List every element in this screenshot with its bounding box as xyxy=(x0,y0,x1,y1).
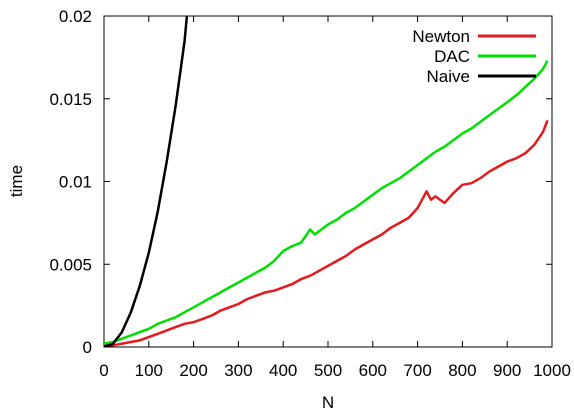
y-axis: 0 0.005 0.01 0.015 0.02 xyxy=(49,7,552,357)
x-tick-label: 300 xyxy=(224,361,252,380)
y-tick-label: 0.02 xyxy=(59,7,92,26)
x-tick-label: 600 xyxy=(359,361,387,380)
y-axis-label: time xyxy=(7,165,26,197)
plot-area xyxy=(103,15,553,348)
x-tick-label: 800 xyxy=(448,361,476,380)
series-line-newton xyxy=(104,119,549,347)
legend-label-dac: DAC xyxy=(434,47,470,66)
x-tick-label: 100 xyxy=(135,361,163,380)
x-tick-label: 1000 xyxy=(533,361,571,380)
series-line-dac xyxy=(104,60,549,345)
x-tick-label: 400 xyxy=(269,361,297,380)
x-axis-label: N xyxy=(322,393,334,412)
series-line-naive xyxy=(104,16,189,347)
x-tick-label: 200 xyxy=(179,361,207,380)
x-tick-label: 700 xyxy=(403,361,431,380)
legend-label-newton: Newton xyxy=(412,27,470,46)
plot-frame xyxy=(103,15,553,348)
legend-label-naive: Naive xyxy=(427,67,470,86)
y-tick-label: 0.015 xyxy=(49,90,92,109)
y-tick-label: 0 xyxy=(83,338,92,357)
y-tick-label: 0.01 xyxy=(59,173,92,192)
x-tick-label: 900 xyxy=(493,361,521,380)
series-lines xyxy=(104,16,549,347)
x-tick-label: 0 xyxy=(99,361,108,380)
y-tick-label: 0.005 xyxy=(49,255,92,274)
x-axis: 0 100 200 300 400 500 600 700 800 900 1000 xyxy=(99,16,571,380)
x-tick-label: 500 xyxy=(314,361,342,380)
